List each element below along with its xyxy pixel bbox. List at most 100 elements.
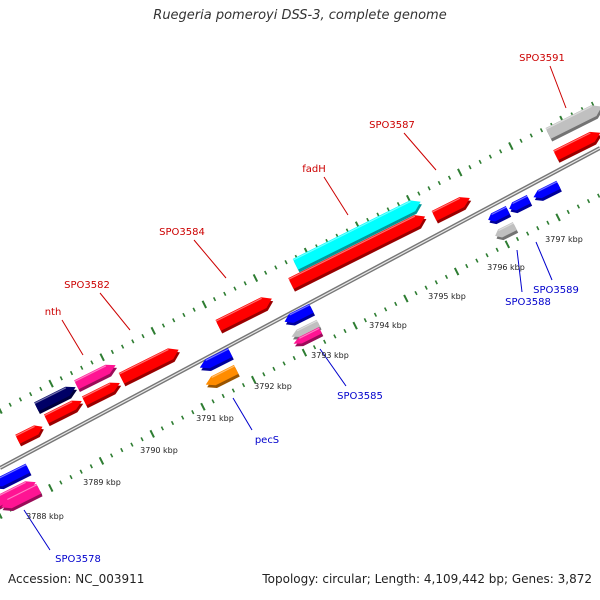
tick-mark xyxy=(99,353,105,362)
tick-mark xyxy=(292,355,296,361)
gene-feature-arrow xyxy=(292,200,422,273)
tick-mark xyxy=(555,213,561,222)
tick-mark xyxy=(90,360,94,365)
tick-mark xyxy=(343,328,347,334)
kbp-tick-labels: 3788 kbp 3789 kbp 3790 kbp 3791 kbp 3792 kbp… xyxy=(26,235,583,521)
gene-feature-highlight xyxy=(74,365,107,382)
tick-mark xyxy=(140,437,144,442)
tick-mark xyxy=(221,393,225,399)
gene-feature-arrow xyxy=(284,303,315,326)
tick-mark xyxy=(80,365,84,370)
leader-line xyxy=(549,65,567,109)
gene-feature-highlight xyxy=(288,215,416,280)
tick-mark xyxy=(274,265,278,270)
tick-mark xyxy=(212,297,217,302)
tick-mark xyxy=(447,175,452,180)
tick-mark xyxy=(181,415,185,420)
tick-mark xyxy=(586,198,591,204)
tick-label: 3795 kbp xyxy=(428,292,466,301)
gene-feature-arrow xyxy=(205,364,240,388)
gene-feature-body xyxy=(74,364,116,390)
gene-feature-body xyxy=(34,386,76,412)
tick-mark xyxy=(414,290,418,296)
tick-mark xyxy=(508,142,514,151)
gene-feature-highlight xyxy=(82,383,111,399)
tick-mark xyxy=(192,307,196,312)
gene-label: SPO3584 xyxy=(159,227,205,238)
gene-labels: nth SPO3582 SPO3584 fadH SPO3587 SPO3591 SPO35… xyxy=(45,53,579,565)
tick-mark xyxy=(233,286,237,291)
gene-feature-body xyxy=(1,483,42,509)
leader-line xyxy=(193,239,227,279)
tick-mark xyxy=(223,291,227,297)
tick-mark xyxy=(312,345,317,350)
gene-feature-highlight xyxy=(44,401,73,417)
tick-mark xyxy=(131,339,135,344)
tick-mark xyxy=(457,168,463,177)
gene-feature-body xyxy=(553,131,600,161)
tick-mark xyxy=(0,407,3,415)
gene-features xyxy=(0,105,600,511)
tick-mark xyxy=(8,402,12,407)
gene-feature-body xyxy=(118,348,179,384)
tick-mark xyxy=(262,372,266,377)
tick-mark xyxy=(48,483,54,492)
tick-mark xyxy=(182,312,186,318)
tick-mark xyxy=(170,420,175,426)
gene-label: SPO3585 xyxy=(337,391,383,402)
tick-mark xyxy=(504,240,511,249)
leader-line xyxy=(319,348,347,387)
gene-feature-arrow xyxy=(293,327,324,347)
gene-feature-arrow xyxy=(15,425,44,447)
gene-feature-body xyxy=(509,195,531,211)
gene-label: SPO3587 xyxy=(369,120,415,131)
gene-feature-arrow xyxy=(118,348,180,387)
gene-feature-highlight xyxy=(0,481,26,499)
tick-mark xyxy=(160,426,164,431)
topology-summary: Topology: circular; Length: 4,109,442 bp… xyxy=(262,572,592,586)
leader-line xyxy=(99,292,131,331)
leader-line xyxy=(516,249,523,293)
tick-mark xyxy=(529,133,533,138)
tick-mark xyxy=(130,442,134,447)
backbone-line-inner xyxy=(0,147,600,469)
tick-mark xyxy=(352,321,358,330)
leader-line xyxy=(535,241,553,281)
gene-label: fadH xyxy=(302,164,326,175)
tick-mark xyxy=(39,386,43,392)
tick-mark xyxy=(468,165,472,170)
tick-mark xyxy=(110,453,114,458)
tick-mark xyxy=(519,138,523,143)
gene-feature-arrow xyxy=(545,105,600,142)
gene-feature-arrow xyxy=(81,382,122,409)
gene-feature-body xyxy=(0,463,31,487)
gene-label: pecS xyxy=(255,435,279,446)
tick-label: 3791 kbp xyxy=(196,414,234,423)
tick-mark xyxy=(284,260,288,265)
gene-feature-highlight xyxy=(289,304,310,316)
tick-mark xyxy=(0,512,3,520)
tick-mark xyxy=(89,464,93,469)
tick-mark xyxy=(161,323,166,328)
tick-mark xyxy=(478,159,482,165)
tick-mark xyxy=(211,399,215,404)
tick-mark xyxy=(453,267,460,276)
gene-feature-body xyxy=(0,481,36,507)
gene-feature-highlight xyxy=(292,200,411,261)
gene-label: SPO3582 xyxy=(64,280,110,291)
tick-mark xyxy=(396,201,401,207)
gene-feature-highlight xyxy=(298,327,320,339)
tick-mark xyxy=(536,226,540,231)
map-title: Ruegeria pomeroyi DSS-3, complete genome xyxy=(153,8,447,23)
tick-label: 3788 kbp xyxy=(26,512,64,521)
gene-feature-body xyxy=(215,297,272,331)
tick-mark xyxy=(110,349,114,355)
tick-mark xyxy=(576,204,580,209)
gene-feature-arrow xyxy=(291,319,322,340)
gene-feature-highlight xyxy=(431,197,461,213)
gene-feature-body xyxy=(545,105,600,139)
tick-label: 3790 kbp xyxy=(140,446,178,455)
gene-feature-arrow xyxy=(553,131,600,163)
tick-mark xyxy=(282,361,286,366)
gene-feature-highlight xyxy=(34,387,67,404)
